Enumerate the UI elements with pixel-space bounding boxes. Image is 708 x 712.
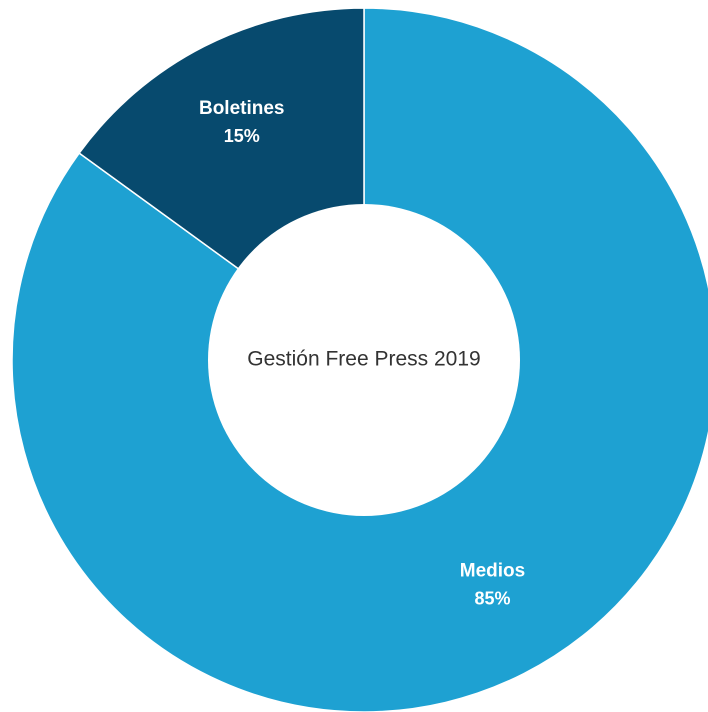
slice-label-value: 15% bbox=[224, 126, 260, 146]
chart-center-title: Gestión Free Press 2019 bbox=[247, 348, 480, 371]
labels-layer: Medios 85% Boletines 15% bbox=[199, 98, 525, 608]
slice-label-medios: Medios 85% bbox=[460, 561, 525, 609]
slice-label-name: Medios bbox=[460, 561, 525, 582]
slice-label-value: 85% bbox=[474, 589, 510, 609]
slice-label-name: Boletines bbox=[199, 98, 285, 119]
donut-hole bbox=[208, 204, 520, 516]
slice-label-boletines: Boletines 15% bbox=[199, 98, 285, 146]
